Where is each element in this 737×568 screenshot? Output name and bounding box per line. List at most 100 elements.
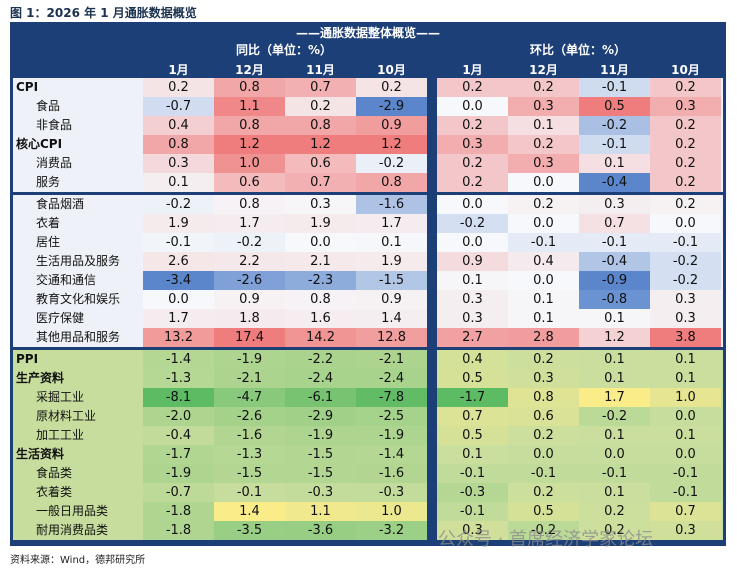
row-label: 其他用品和服务 — [36, 330, 121, 344]
row-label: 非食品 — [36, 118, 73, 132]
mom-value-cell: -0.2 — [650, 252, 721, 271]
row-label: 核心CPI — [16, 137, 63, 151]
row-label: 一般日用品类 — [36, 504, 109, 518]
yoy-value-cell: 1.8 — [214, 309, 285, 328]
mom-value-cell: 1.2 — [579, 328, 650, 347]
table-row: 生活资料 -1.7 -1.3 -1.5 -1.4 0.1 0.0 0.0 0.0 — [13, 445, 723, 464]
table-banner: ——通胀数据整体概览—— — [295, 26, 440, 40]
row-label: 食品类 — [36, 466, 73, 480]
mom-value-cell: -0.1 — [579, 78, 650, 97]
mom-value-cell: 0.3 — [437, 135, 508, 154]
mom-value-cell: 0.1 — [508, 116, 579, 135]
mom-value-cell: -0.9 — [579, 271, 650, 290]
mom-value-cell: -0.2 — [650, 271, 721, 290]
yoy-value-cell: 0.1 — [356, 233, 427, 252]
yoy-value-cell: -7.8 — [356, 388, 427, 407]
col-header-yoy-3: 11月 — [306, 63, 335, 77]
table-row: 一般日用品类 -1.8 1.4 1.1 1.0 -0.1 0.5 0.2 0.7 — [13, 502, 723, 521]
row-label: 医疗保健 — [36, 311, 85, 325]
yoy-value-cell: -1.5 — [285, 445, 356, 464]
column-gap — [427, 290, 437, 309]
yoy-value-cell: -0.1 — [214, 483, 285, 502]
yoy-value-cell: -2.4 — [285, 369, 356, 388]
mom-value-cell: 0.2 — [650, 135, 721, 154]
yoy-value-cell: 0.9 — [214, 290, 285, 309]
yoy-value-cell: -3.6 — [285, 521, 356, 540]
table-row: 采掘工业 -8.1 -4.7 -6.1 -7.8 -1.7 0.8 1.7 1.0 — [13, 388, 723, 407]
mom-value-cell: 0.2 — [508, 78, 579, 97]
yoy-value-cell: 0.8 — [356, 173, 427, 192]
table-row: 衣着 1.9 1.7 1.9 1.7 -0.2 0.0 0.7 0.0 — [13, 214, 723, 233]
table-row: 食品烟酒 -0.2 0.8 0.3 -1.6 0.0 0.2 0.3 0.2 — [13, 195, 723, 214]
yoy-value-cell: 1.7 — [143, 309, 214, 328]
table-row: 耐用消费品类 -1.8 -3.5 -3.6 -3.2 0.3 -0.2 0.2 0.3 — [13, 521, 723, 540]
yoy-value-cell: 2.1 — [285, 252, 356, 271]
mom-value-cell: 0.2 — [508, 135, 579, 154]
column-gap — [427, 445, 437, 464]
yoy-value-cell: -2.9 — [356, 97, 427, 116]
yoy-value-cell: -2.4 — [356, 369, 427, 388]
mom-value-cell: 0.6 — [508, 407, 579, 426]
mom-value-cell: 0.0 — [508, 445, 579, 464]
mom-value-cell: 0.1 — [579, 154, 650, 173]
yoy-value-cell: -2.6 — [214, 271, 285, 290]
yoy-value-cell: 1.2 — [285, 135, 356, 154]
row-label: 消费品 — [36, 156, 73, 170]
mom-value-cell: 0.5 — [437, 426, 508, 445]
mom-value-cell: 0.2 — [650, 154, 721, 173]
yoy-value-cell: 1.6 — [285, 309, 356, 328]
column-gap — [427, 309, 437, 328]
column-gap — [427, 521, 437, 540]
yoy-value-cell: -2.0 — [143, 407, 214, 426]
yoy-value-cell: 2.2 — [214, 252, 285, 271]
table-row: PPI -1.4 -1.9 -2.2 -2.1 0.4 0.2 0.1 0.1 — [13, 350, 723, 369]
table-row: 衣着类 -0.7 -0.1 -0.3 -0.3 -0.3 0.2 0.1 -0.1 — [13, 483, 723, 502]
table-row: 食品 -0.7 1.1 0.2 -2.9 0.0 0.3 0.5 0.3 — [13, 97, 723, 116]
row-label: 居住 — [36, 235, 61, 249]
mom-value-cell: 0.3 — [650, 290, 721, 309]
yoy-value-cell: -6.1 — [285, 388, 356, 407]
mom-value-cell: 0.1 — [508, 309, 579, 328]
yoy-value-cell: 0.3 — [285, 195, 356, 214]
yoy-value-cell: 0.6 — [285, 154, 356, 173]
mom-value-cell: 0.1 — [437, 271, 508, 290]
table-row: 居住 -0.1 -0.2 0.0 0.1 0.0 -0.1 -0.1 -0.1 — [13, 233, 723, 252]
mom-value-cell: 0.3 — [650, 97, 721, 116]
column-gap — [427, 502, 437, 521]
col-header-yoy-2: 12月 — [235, 63, 264, 77]
column-gap — [427, 233, 437, 252]
source-note: 资料来源：Wind，德邦研究所 — [10, 555, 146, 566]
yoy-value-cell: -3.4 — [143, 271, 214, 290]
yoy-value-cell: 0.2 — [143, 78, 214, 97]
yoy-value-cell: 1.9 — [285, 214, 356, 233]
yoy-value-cell: -2.5 — [356, 407, 427, 426]
yoy-value-cell: -1.9 — [143, 464, 214, 483]
mom-value-cell: 0.3 — [650, 521, 721, 540]
col-header-mom-2: 12月 — [529, 63, 558, 77]
yoy-value-cell: 0.8 — [143, 135, 214, 154]
mom-value-cell: 0.4 — [437, 350, 508, 369]
table-row: 生产资料 -1.3 -2.1 -2.4 -2.4 0.5 0.3 0.1 0.1 — [13, 369, 723, 388]
mom-value-cell: -0.2 — [508, 521, 579, 540]
mom-value-cell: 0.9 — [437, 252, 508, 271]
column-gap — [427, 464, 437, 483]
mom-value-cell: 0.0 — [437, 97, 508, 116]
column-gap — [427, 350, 437, 369]
yoy-value-cell: -2.2 — [285, 350, 356, 369]
yoy-value-cell: -1.6 — [356, 195, 427, 214]
mom-value-cell: 0.7 — [650, 502, 721, 521]
yoy-value-cell: -1.9 — [214, 350, 285, 369]
table-row: 其他用品和服务 13.2 17.4 14.2 12.8 2.7 2.8 1.2 3.8 — [13, 328, 723, 347]
mom-value-cell: 0.0 — [437, 195, 508, 214]
mom-value-cell: -0.1 — [508, 464, 579, 483]
yoy-value-cell: 0.2 — [285, 97, 356, 116]
row-label: CPI — [16, 80, 39, 94]
yoy-value-cell: 0.8 — [214, 116, 285, 135]
yoy-value-cell: -1.7 — [143, 445, 214, 464]
mom-value-cell: -0.1 — [579, 233, 650, 252]
mom-value-cell: 0.3 — [437, 521, 508, 540]
column-gap — [427, 97, 437, 116]
row-label: 原材料工业 — [36, 409, 97, 423]
mom-value-cell: 0.3 — [508, 97, 579, 116]
mom-value-cell: 0.2 — [508, 195, 579, 214]
